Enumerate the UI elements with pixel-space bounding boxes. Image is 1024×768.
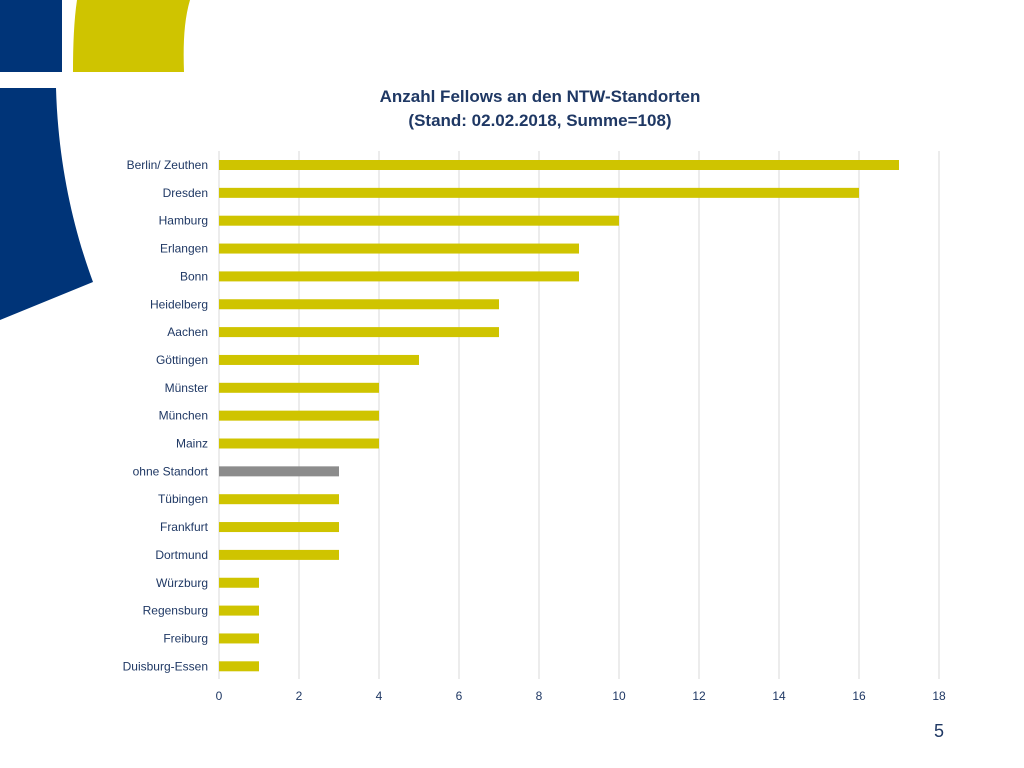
- logo-navy-top-block: [0, 0, 62, 72]
- bar: [219, 382, 379, 393]
- bar: [219, 438, 379, 449]
- bars: [219, 160, 899, 672]
- page-number: 5: [933, 721, 944, 741]
- bar: [219, 466, 339, 477]
- category-label: Mainz: [176, 437, 208, 451]
- category-label: Freiburg: [163, 631, 208, 645]
- bar: [219, 271, 579, 282]
- category-label: Heidelberg: [150, 297, 208, 311]
- category-label: Aachen: [167, 325, 208, 339]
- category-label: Dresden: [163, 186, 208, 200]
- category-label: Göttingen: [156, 353, 208, 367]
- x-tick-label: 2: [296, 689, 303, 703]
- bar: [219, 410, 379, 421]
- bar: [219, 299, 499, 310]
- bar: [219, 160, 899, 170]
- chart-subtitle: (Stand: 02.02.2018, Summe=108): [408, 111, 672, 130]
- x-tick-label: 12: [692, 689, 706, 703]
- x-tick-labels: 0 2 4 6 8 10 12 14 16 18: [216, 689, 946, 703]
- category-label: Bonn: [180, 269, 208, 283]
- bar: [219, 354, 419, 365]
- category-label: Würzburg: [156, 576, 208, 590]
- x-tick-label: 16: [852, 689, 866, 703]
- x-tick-label: 10: [612, 689, 626, 703]
- bar: [219, 327, 499, 338]
- x-tick-label: 14: [772, 689, 786, 703]
- category-label: Münster: [165, 381, 208, 395]
- logo: [0, 0, 190, 320]
- category-label: ohne Standort: [133, 464, 209, 478]
- bar: [219, 215, 619, 226]
- category-label: Dortmund: [155, 548, 208, 562]
- logo-lime-top-block: [73, 0, 190, 72]
- bar: [219, 243, 579, 254]
- category-label: Erlangen: [160, 242, 208, 256]
- x-tick-label: 8: [536, 689, 543, 703]
- x-tick-label: 18: [932, 689, 946, 703]
- chart-title-block: Anzahl Fellows an den NTW-Standorten (St…: [220, 85, 860, 133]
- chart-title: Anzahl Fellows an den NTW-Standorten: [379, 87, 701, 106]
- x-tick-label: 4: [376, 689, 383, 703]
- category-label: München: [159, 409, 208, 423]
- category-label: Tübingen: [158, 492, 208, 506]
- x-tick-label: 6: [456, 689, 463, 703]
- bar: [219, 661, 259, 672]
- gridlines: [218, 151, 940, 679]
- bar: [219, 494, 339, 505]
- category-label: Regensburg: [143, 604, 208, 618]
- category-label: Frankfurt: [160, 520, 209, 534]
- bar: [219, 633, 259, 644]
- category-label: Duisburg-Essen: [123, 659, 208, 673]
- bar: [219, 549, 339, 560]
- category-labels: Berlin/ Zeuthen Dresden Hamburg Erlangen Bon…: [123, 158, 209, 673]
- bar: [219, 187, 859, 198]
- bar: [219, 577, 259, 588]
- logo-navy-arc: [0, 88, 93, 320]
- bar: [219, 605, 259, 616]
- x-tick-label: 0: [216, 689, 223, 703]
- category-label: Hamburg: [159, 214, 208, 228]
- bar: [219, 522, 339, 533]
- category-label: Berlin/ Zeuthen: [127, 158, 208, 172]
